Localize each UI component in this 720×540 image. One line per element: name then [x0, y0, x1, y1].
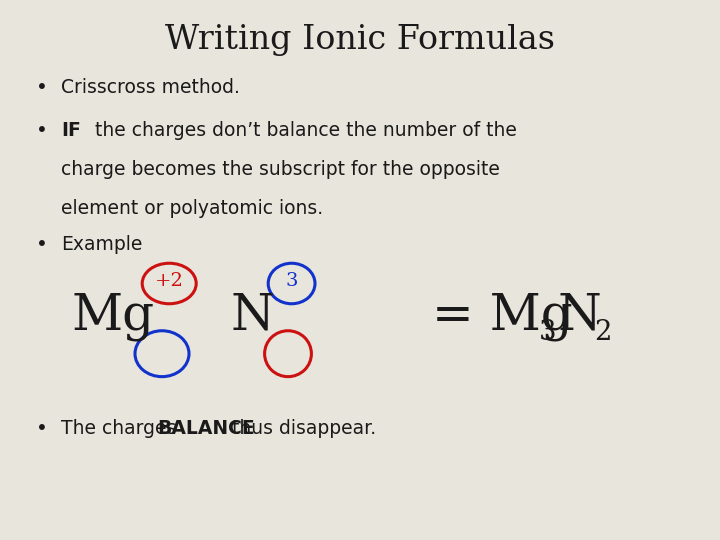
Text: •: •: [36, 418, 48, 437]
Text: 3: 3: [539, 319, 556, 346]
Text: N: N: [558, 291, 602, 341]
Text: N: N: [230, 291, 274, 341]
Text: •: •: [36, 235, 48, 254]
Text: element or polyatomic ions.: element or polyatomic ions.: [61, 199, 323, 218]
Text: The charges: The charges: [61, 418, 183, 437]
Text: IF: IF: [61, 122, 81, 140]
Text: charge becomes the subscript for the opposite: charge becomes the subscript for the opp…: [61, 160, 500, 179]
Text: •: •: [36, 122, 48, 140]
Text: Mg: Mg: [72, 291, 155, 341]
Text: Crisscross method.: Crisscross method.: [61, 78, 240, 97]
Text: •: •: [36, 78, 48, 97]
Text: Writing Ionic Formulas: Writing Ionic Formulas: [165, 24, 555, 56]
Text: the charges don’t balance the number of the: the charges don’t balance the number of …: [89, 122, 516, 140]
Text: Example: Example: [61, 235, 143, 254]
Text: 3: 3: [285, 272, 298, 290]
Text: 2: 2: [594, 319, 611, 346]
Text: +2: +2: [155, 272, 184, 290]
Text: BALANCE: BALANCE: [157, 418, 255, 437]
Text: thus disappear.: thus disappear.: [226, 418, 377, 437]
Text: = Mg: = Mg: [432, 291, 572, 341]
